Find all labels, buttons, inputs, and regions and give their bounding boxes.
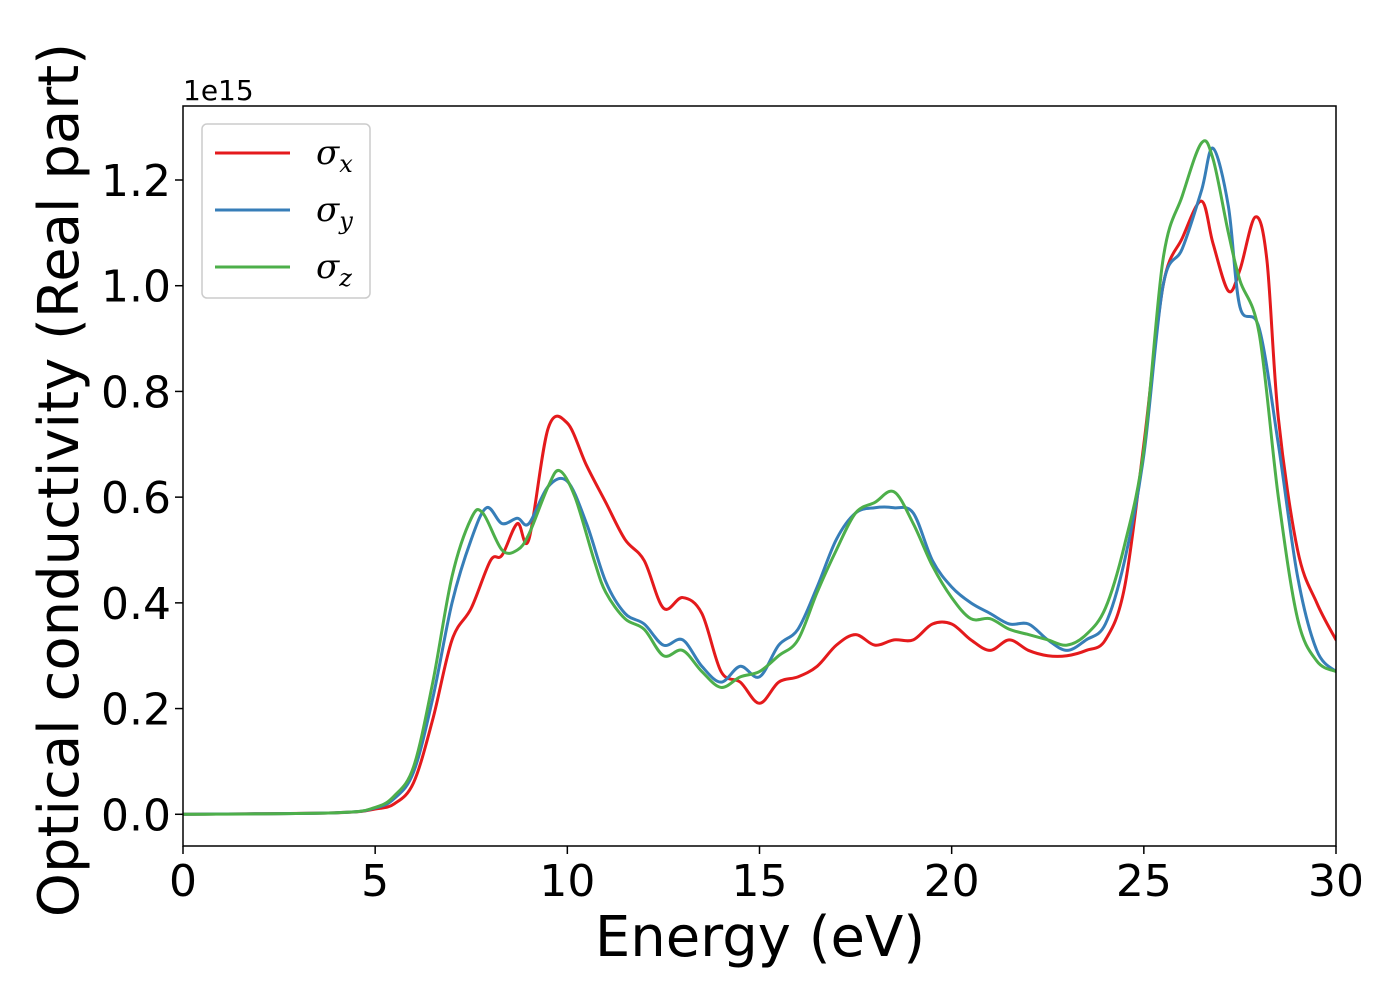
series-line-z xyxy=(183,139,1336,816)
legend-label-x: σx xyxy=(316,133,353,178)
legend-label-y: σy xyxy=(316,190,353,235)
legend-label-z: σz xyxy=(316,247,352,292)
axes: 0 5 10 15 20 25 30 0.0 0.2 0.4 0.6 0.8 1.0 1.2 xyxy=(101,105,1364,907)
legend: σx σy σz xyxy=(201,123,371,299)
x-tick-label: 10 xyxy=(539,856,595,907)
x-tick-label: 15 xyxy=(732,856,788,907)
y-tick-label: 0.8 xyxy=(101,367,171,418)
x-axis-label: Energy (eV) xyxy=(595,905,925,970)
x-tick-label: 20 xyxy=(924,856,980,907)
y-tick-label: 0.2 xyxy=(101,685,171,736)
y-tick-label: 1.2 xyxy=(101,156,171,207)
x-tick-label: 30 xyxy=(1308,856,1364,907)
y-tick-label: 0.4 xyxy=(101,579,171,630)
y-tick-label: 1.0 xyxy=(101,262,171,313)
x-tick-label: 5 xyxy=(361,856,389,907)
y-tick-label: 0.6 xyxy=(101,473,171,524)
series-line-x xyxy=(183,199,1336,816)
y-axis-label: Optical conductivity (Real part) xyxy=(27,43,92,917)
x-tick-label: 0 xyxy=(169,856,197,907)
y-offset-label: 1e15 xyxy=(183,74,254,107)
y-tick-label: 0.0 xyxy=(101,790,171,841)
plot-area xyxy=(183,139,1336,816)
x-tick-label: 25 xyxy=(1116,856,1172,907)
